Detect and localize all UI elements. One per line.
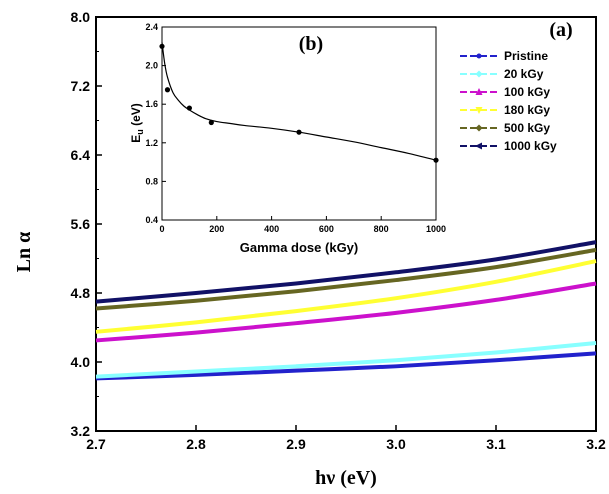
legend-item: 180 kGy [460, 103, 550, 117]
main-y-tick-label: 8.0 [71, 9, 91, 25]
legend-label: 1000 kGy [504, 139, 557, 153]
series-line-100-kgy [95, 281, 597, 343]
main-x-tick-label: 2.9 [286, 436, 306, 452]
inset-y-tick-label: 1.2 [145, 138, 158, 148]
inset-x-tick-label: 1000 [426, 224, 446, 234]
inset-data-point [186, 105, 192, 111]
main-y-tick-label: 6.4 [71, 147, 91, 163]
main-y-axis-label: Ln α [13, 232, 35, 273]
main-y-tick-label: 7.2 [71, 78, 91, 94]
inset-y-axis-label-unit: (eV) [129, 103, 143, 129]
inset-data-point [164, 87, 171, 93]
legend-item: 100 kGy [460, 85, 550, 99]
legend-marker [476, 53, 482, 59]
series-line-500-kgy [95, 247, 597, 311]
main-y-tick-label: 5.6 [71, 216, 91, 232]
panel-a-label: (a) [549, 19, 572, 41]
inset-data-point [208, 119, 214, 126]
series-line-20-kgy [95, 341, 597, 379]
inset-x-axis-label: Gamma dose (kGy) [240, 240, 359, 255]
inset-y-tick-label: 0.8 [145, 176, 158, 186]
series-line-180-kgy [95, 259, 597, 334]
inset-x-tick-label: 800 [374, 224, 389, 234]
legend-marker [475, 88, 483, 95]
legend-marker [475, 70, 483, 78]
inset-x-tick-label: 200 [209, 224, 224, 234]
legend-item: 20 kGy [460, 67, 544, 81]
inset-y-tick-label: 2.0 [145, 61, 158, 71]
main-x-tick-label: 3.1 [486, 436, 506, 452]
main-y-tick-label: 3.2 [71, 423, 91, 439]
panel-b-label: (b) [299, 33, 323, 55]
inset-x-tick-label: 600 [319, 224, 334, 234]
inset-data-points [159, 43, 439, 163]
inset-plot-frame [161, 26, 437, 221]
main-x-tick-label: 2.7 [86, 436, 106, 452]
legend-marker [475, 142, 482, 150]
inset-axis-ticks: 0 200 400 600 800 1000 0.4 0.8 1.2 1.6 2.0 2.4 [145, 22, 446, 234]
main-series-lines [95, 240, 597, 381]
legend-marker [475, 107, 483, 114]
inset-fit-curve [161, 42, 437, 161]
legend-item: 500 kGy [460, 121, 550, 135]
legend-label: 180 kGy [504, 103, 550, 117]
inset-x-tick-label: 0 [159, 224, 164, 234]
inset-y-tick-label: 0.4 [145, 215, 158, 225]
main-x-tick-label: 2.8 [186, 436, 206, 452]
legend-item: Pristine [460, 49, 548, 63]
inset-y-axis-label: Eu (eV) [129, 103, 145, 143]
inset-background [162, 27, 436, 220]
legend-label: 20 kGy [504, 67, 544, 81]
legend-label: 100 kGy [504, 85, 550, 99]
series-line-1000-kgy [95, 240, 597, 304]
legend-label: Pristine [504, 49, 548, 63]
inset-x-tick-label: 400 [264, 224, 279, 234]
inset-data-point [159, 43, 165, 49]
main-y-tick-label: 4.0 [71, 354, 91, 370]
inset-data-point [433, 157, 439, 163]
inset-y-axis-label-main: E [129, 135, 143, 143]
inset-y-axis-label-sub: u [135, 129, 145, 135]
legend-label: 500 kGy [504, 121, 550, 135]
main-axis-ticks: 2.7 2.8 2.9 3.0 3.1 3.2 3.2 4.0 4.8 5.6 6.4 7.2 8.0 [71, 9, 606, 452]
inset-data-point [296, 129, 302, 135]
main-y-tick-label: 4.8 [71, 285, 91, 301]
legend: Pristine 20 kGy 100 kGy 180 kGy 500 kGy 1000 … [460, 49, 557, 153]
main-x-tick-label: 3.0 [386, 436, 406, 452]
main-x-axis-label: hν (eV) [315, 467, 377, 489]
main-x-tick-label: 3.2 [586, 436, 606, 452]
inset-y-tick-label: 1.6 [145, 99, 158, 109]
series-line-pristine [95, 351, 597, 381]
legend-marker [475, 124, 483, 132]
legend-item: 1000 kGy [460, 139, 557, 153]
inset-y-tick-label: 2.4 [145, 22, 158, 32]
